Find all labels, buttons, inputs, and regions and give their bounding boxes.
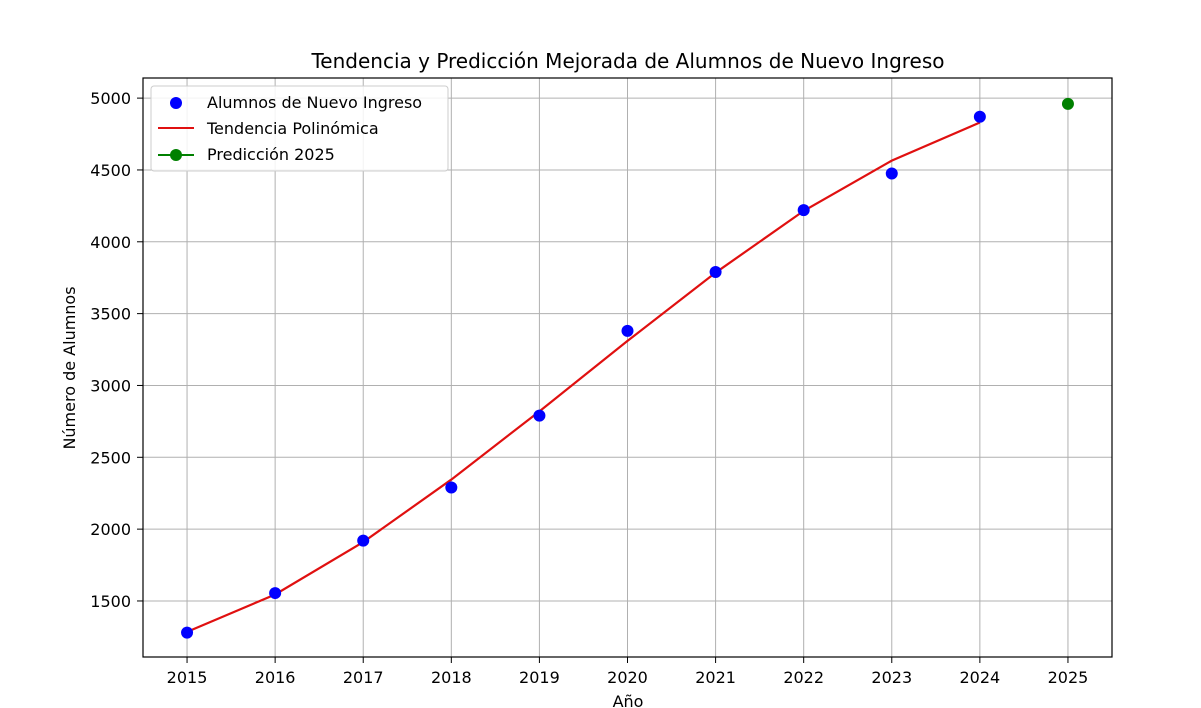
data-point-0 bbox=[357, 534, 370, 547]
x-tick-label: 2025 bbox=[1048, 668, 1089, 687]
y-tick-label: 5000 bbox=[90, 89, 131, 108]
y-tick-label: 4500 bbox=[90, 161, 131, 180]
y-tick-label: 3500 bbox=[90, 305, 131, 324]
y-axis-label: Número de Alumnos bbox=[60, 286, 79, 449]
y-tick-label: 2000 bbox=[90, 520, 131, 539]
y-tick-label: 3000 bbox=[90, 376, 131, 395]
ticks: 2015 2016 2017 2018 2019 2020 2021 2022 2023 2024… bbox=[90, 89, 1088, 687]
legend-marker-scatter bbox=[170, 97, 182, 109]
data-point-0 bbox=[709, 265, 722, 278]
x-tick-label: 2021 bbox=[695, 668, 736, 687]
x-tick-label: 2023 bbox=[871, 668, 912, 687]
data-point-0 bbox=[181, 626, 194, 639]
legend-box bbox=[150, 85, 449, 172]
legend-label-scatter: Alumnos de Nuevo Ingreso bbox=[207, 93, 422, 112]
x-tick-label: 2016 bbox=[255, 668, 296, 687]
x-tick-label: 2015 bbox=[167, 668, 208, 687]
x-tick-label: 2019 bbox=[519, 668, 560, 687]
legend-label-trend: Tendencia Polinómica bbox=[206, 119, 379, 138]
x-tick-label: 2018 bbox=[431, 668, 472, 687]
data-point-0 bbox=[269, 587, 282, 600]
legend-marker-prediction-point bbox=[170, 149, 182, 161]
data-point-0 bbox=[533, 409, 546, 422]
x-tick-label: 2024 bbox=[960, 668, 1001, 687]
x-tick-label: 2022 bbox=[783, 668, 824, 687]
series-layer bbox=[181, 97, 1074, 639]
legend-label-prediction: Predicción 2025 bbox=[207, 145, 335, 164]
legend: Alumnos de Nuevo Ingreso Tendencia Polin… bbox=[150, 85, 449, 172]
x-tick-label: 2020 bbox=[607, 668, 648, 687]
data-point-0 bbox=[973, 110, 986, 123]
grid bbox=[143, 78, 1112, 657]
chart-title: Tendencia y Predicción Mejorada de Alumn… bbox=[310, 49, 944, 73]
y-tick-label: 1500 bbox=[90, 592, 131, 611]
data-point-0 bbox=[885, 167, 898, 180]
y-tick-label: 4000 bbox=[90, 233, 131, 252]
data-point-0 bbox=[797, 204, 810, 217]
data-point-0 bbox=[621, 324, 634, 337]
y-tick-label: 2500 bbox=[90, 448, 131, 467]
data-point-2 bbox=[1061, 97, 1074, 110]
series-line-1 bbox=[186, 121, 981, 633]
x-axis-label: Año bbox=[613, 692, 644, 708]
x-tick-label: 2017 bbox=[343, 668, 384, 687]
data-point-0 bbox=[445, 481, 458, 494]
